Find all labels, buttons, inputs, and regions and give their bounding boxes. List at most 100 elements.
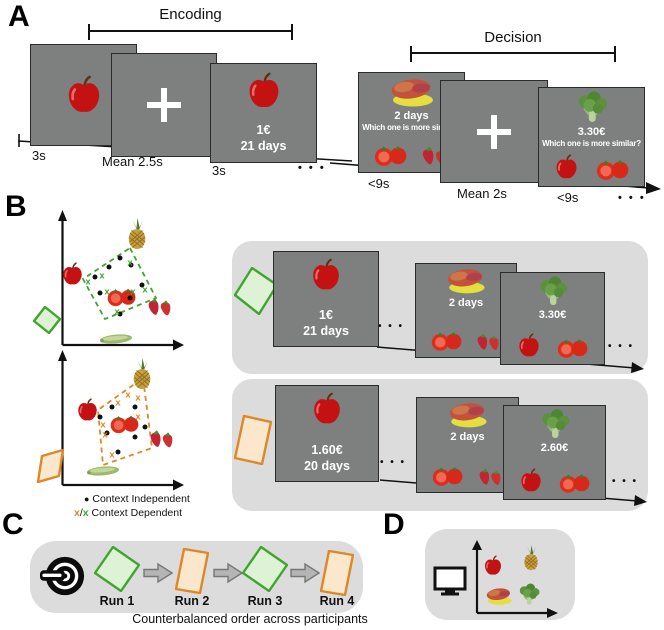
price-label: 2.60€ [540, 442, 569, 454]
mri-scanner-icon [40, 553, 86, 599]
tomatoes-icon [373, 144, 407, 167]
ellipsis: • • • [608, 341, 635, 352]
duration-label: <9s [557, 190, 579, 205]
fixation-cross-icon [477, 114, 511, 149]
encoding-screen-2 [111, 53, 217, 157]
panel-c-label: C [2, 508, 24, 541]
broccoli-icon [518, 583, 540, 607]
duration-label: Mean 2.5s [102, 154, 163, 169]
duration-label: <9s [368, 176, 390, 191]
arrow-right-icon [143, 562, 173, 584]
green-context-diamond-icon [33, 306, 61, 334]
context-dependent-x: x [104, 286, 110, 298]
delay-label: 2 days [448, 297, 484, 309]
context-dependent-x: x [99, 270, 105, 282]
broccoli-icon [540, 409, 570, 441]
duration-label: 3s [212, 163, 226, 178]
run-label: Run 4 [319, 594, 355, 608]
ellipsis: • • • [380, 457, 407, 468]
fixation-cross-icon [147, 88, 181, 122]
delay-label: 20 days [304, 458, 350, 473]
context-independent-dot [115, 449, 121, 455]
context-independent-dot [139, 282, 145, 288]
green-encoding-screen: 1€ 21 days [273, 251, 379, 347]
context-dependent-x: x [109, 449, 115, 461]
panel-a-label: A [8, 0, 30, 33]
tomatoes-icon [558, 472, 590, 494]
mango-icon [483, 587, 515, 605]
delay-label: 21 days [303, 323, 349, 338]
panel-d-label: D [383, 508, 405, 541]
green-plot-axes [58, 210, 184, 351]
orange-plot-axes [58, 350, 184, 491]
context-dependent-x: x [100, 419, 106, 431]
context-independent-dot [92, 274, 98, 280]
strawberries-icon [477, 466, 504, 487]
apple-icon [311, 392, 343, 427]
orange-x-glyph: x [74, 507, 80, 519]
context-independent-dot [109, 404, 115, 410]
mango-icon [445, 401, 491, 428]
price-label: 3.30€ [538, 309, 567, 321]
duration-label: Mean 2s [457, 186, 507, 201]
context-dependent-x: x [127, 257, 133, 269]
ellipsis: • • • [378, 321, 405, 332]
pineapple-icon [522, 545, 540, 571]
orange-sequence-box: 1.60€ 20 days • • • 2 days 2.60€ • • • [232, 379, 648, 511]
run1-green-diamond-icon [94, 546, 140, 592]
context-dependent-x: x [114, 306, 120, 318]
run-label: Run 2 [174, 594, 210, 608]
context-dependent-x: x [115, 397, 121, 409]
run2-orange-diamond-icon [175, 548, 209, 594]
context-independent-dot [132, 404, 138, 410]
computer-monitor-icon [433, 566, 467, 596]
decision-bracket [410, 46, 616, 62]
question-label: Which one is more similar? [362, 123, 461, 133]
apple-icon [554, 154, 579, 181]
broccoli-icon [576, 91, 608, 125]
encoding-screen-3: 1€ 21 days [210, 63, 317, 163]
mango-icon [443, 267, 489, 294]
decision-screen-2 [440, 80, 548, 183]
similarity-space-axes [472, 540, 558, 618]
legend-dependent: x/x Context Dependent [74, 507, 182, 519]
ellipsis: • • • [612, 476, 639, 487]
context-independent-dot [117, 255, 123, 261]
run-label: Run 3 [247, 594, 283, 608]
run3-green-diamond-icon [242, 546, 288, 592]
apple-icon [517, 333, 541, 359]
price-label: 3.30€ [577, 126, 606, 138]
panel-b-label: B [5, 190, 27, 223]
legend-dependent-label: Context Dependent [91, 507, 183, 519]
slash-glyph: / [79, 507, 83, 519]
orange-decision-screen-2: 2.60€ [503, 405, 606, 500]
run4-orange-diamond-icon [320, 550, 354, 596]
context-independent-dot [132, 434, 138, 440]
duration-label: 3s [32, 148, 46, 163]
ellipsis: • • • [298, 162, 326, 174]
mango-icon [386, 77, 438, 107]
apple-icon [65, 75, 103, 116]
context-dependent-x: x [135, 392, 141, 404]
green-x-glyph: x [82, 507, 89, 519]
apple-icon [519, 468, 543, 494]
runs-box: Run 1 Run 2 Run 3 Run 4 [30, 541, 363, 613]
decision-screen-3: 3.30€ Which one is more similar? [538, 87, 645, 187]
delay-label: 2 days [394, 110, 429, 122]
arrow-right-icon [213, 562, 243, 584]
run-label: Run 1 [99, 594, 135, 608]
arrow-right-icon [290, 562, 320, 584]
context-dependent-x: x [130, 286, 136, 298]
context-independent-dot [97, 290, 103, 296]
apple-icon [483, 555, 503, 577]
strawberries-icon [475, 331, 502, 352]
context-independent-dot [117, 311, 123, 317]
orange-context-diamond-icon [36, 449, 64, 483]
green-sequence-box: 1€ 21 days • • • 2 days 3.30€ • • • [232, 241, 648, 374]
apple-icon [246, 72, 282, 111]
price-label: 1.60€ [311, 442, 343, 457]
